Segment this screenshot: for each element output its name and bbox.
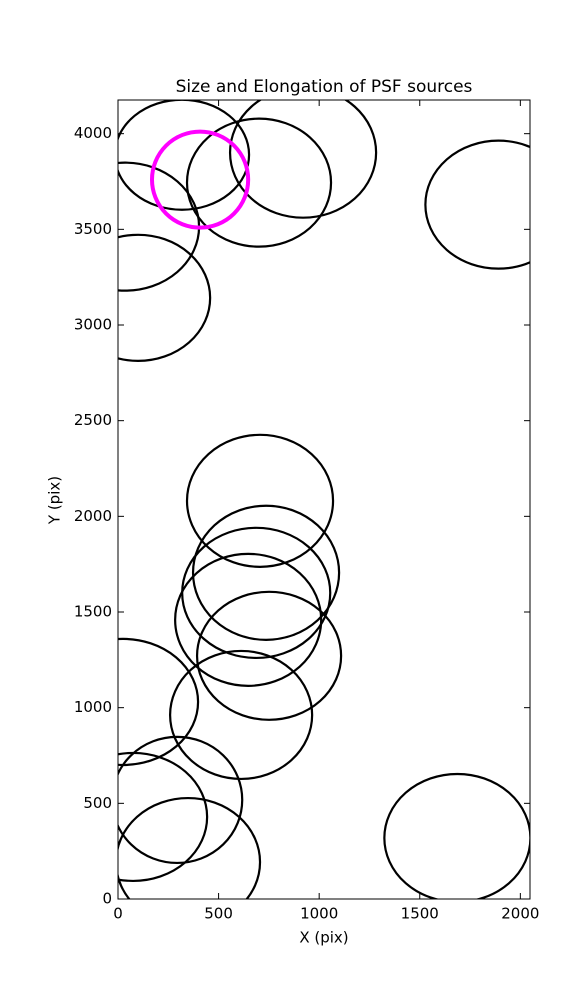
psf-ellipse bbox=[174, 552, 323, 687]
x-tick-label: 500 bbox=[204, 905, 233, 923]
psf-ellipse bbox=[191, 504, 341, 641]
psf-ellipse bbox=[185, 433, 335, 568]
y-tick-label: 2000 bbox=[74, 507, 112, 525]
plot-frame bbox=[117, 99, 531, 900]
y-tick-label: 4000 bbox=[74, 124, 112, 142]
x-axis-label: X (pix) bbox=[299, 929, 348, 947]
psf-ellipse bbox=[383, 772, 530, 899]
psf-ellipse bbox=[118, 100, 251, 211]
psf-ellipse bbox=[424, 139, 530, 270]
psf-ellipse bbox=[118, 735, 244, 865]
plot-area bbox=[118, 100, 530, 899]
x-tick-label: 1000 bbox=[300, 905, 338, 923]
psf-ellipse bbox=[169, 649, 314, 781]
psf-ellipse bbox=[228, 100, 378, 219]
psf-ellipse bbox=[118, 751, 209, 882]
y-tick-label: 1000 bbox=[74, 698, 112, 716]
y-axis-label: Y (pix) bbox=[46, 476, 64, 525]
psf-ellipse bbox=[118, 796, 262, 899]
y-tick-label: 3000 bbox=[74, 316, 112, 334]
y-tick-label: 0 bbox=[102, 890, 112, 908]
chart-title: Size and Elongation of PSF sources bbox=[176, 77, 473, 97]
psf-ellipse bbox=[118, 637, 200, 767]
x-tick-label: 2000 bbox=[501, 905, 539, 923]
x-tick-label: 0 bbox=[113, 905, 123, 923]
psf-ellipse bbox=[149, 129, 251, 230]
psf-ellipse bbox=[185, 117, 333, 248]
y-tick-label: 1500 bbox=[74, 603, 112, 621]
y-tick-label: 3500 bbox=[74, 220, 112, 238]
psf-ellipse bbox=[118, 233, 212, 362]
y-tick-label: 500 bbox=[83, 794, 112, 812]
x-tick-label: 1500 bbox=[401, 905, 439, 923]
psf-ellipse bbox=[195, 590, 343, 721]
y-tick-label: 2500 bbox=[74, 411, 112, 429]
